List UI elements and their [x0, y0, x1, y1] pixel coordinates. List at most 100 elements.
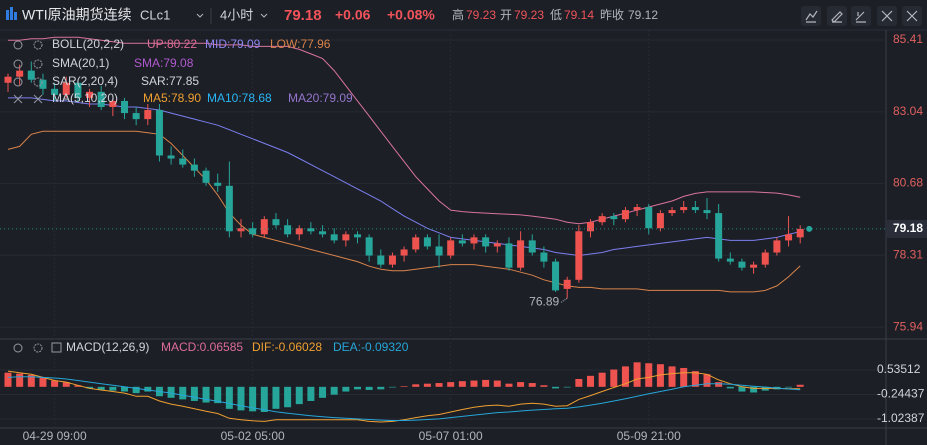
legend-value: MA10:78.68 — [207, 91, 272, 105]
macd-bar — [423, 383, 431, 387]
change-pct: +0.08% — [387, 7, 435, 23]
candle-body — [330, 234, 338, 241]
tool-icon — [881, 10, 893, 22]
legend-value: MACD:0.06585 — [161, 340, 243, 354]
macd-bar — [470, 380, 478, 387]
price-badge-label: 79.18 — [893, 221, 923, 235]
macd-bar — [179, 386, 187, 400]
candle-body — [761, 252, 769, 265]
macd-bar — [307, 386, 315, 401]
macd-bar — [738, 386, 746, 392]
indicator-line — [8, 36, 801, 225]
low-label: 低 — [550, 8, 562, 22]
settings-icon — [33, 59, 43, 69]
candle-body — [458, 240, 466, 244]
y-tick-label: 75.94 — [893, 319, 923, 333]
macd-bar — [656, 364, 664, 387]
candle-body — [109, 100, 117, 107]
macd-bar — [482, 379, 490, 387]
symbol-title[interactable]: WTI原油期货连续 — [22, 7, 132, 23]
logo-icon — [10, 7, 13, 20]
candle-body — [225, 185, 233, 232]
tool-icon — [855, 11, 866, 23]
macd-bar — [225, 386, 233, 409]
legend-name: SMA(20,1) — [52, 56, 109, 70]
candle-body — [540, 252, 548, 262]
y-tick-label: -0.24437 — [877, 387, 925, 401]
macd-bar — [284, 386, 292, 408]
high-label: 高 — [452, 7, 464, 22]
low-pointer — [560, 297, 568, 303]
macd-bar — [412, 384, 420, 387]
macd-bar — [319, 386, 327, 398]
macd-bar — [610, 369, 618, 387]
candle-body — [528, 240, 536, 253]
macd-bar — [354, 386, 361, 390]
interval[interactable]: 4小时 — [220, 7, 253, 22]
dropdown-icon[interactable] — [260, 13, 268, 18]
legend-name: MA(5,10,20) — [52, 91, 118, 105]
candle-body — [715, 213, 723, 259]
indicator-line — [7, 130, 801, 293]
low-annotation: 76.89 — [529, 294, 559, 308]
candle-body — [750, 264, 758, 268]
macd-bar — [680, 367, 688, 387]
legend-value: SMA:79.08 — [134, 56, 194, 70]
legend-value: MA5:78.90 — [143, 91, 201, 105]
change: +0.06 — [335, 7, 371, 23]
candle-body — [668, 210, 676, 214]
price-dot — [806, 225, 813, 232]
candle-body — [412, 237, 420, 250]
settings-icon — [33, 77, 43, 87]
macd-bar — [750, 386, 758, 393]
macd-bar — [633, 362, 641, 387]
candle-body — [482, 237, 490, 247]
legend-value: DEA:-0.09320 — [333, 340, 409, 354]
candle-body — [237, 228, 245, 232]
macd-bar — [342, 386, 350, 392]
y-tick-label: 0.53512 — [877, 362, 921, 376]
candle-body — [144, 110, 152, 120]
candle-body — [51, 88, 59, 95]
macd-bar — [435, 383, 443, 387]
close-icon — [906, 10, 918, 22]
tool-button[interactable] — [827, 6, 847, 26]
macd-bar — [74, 385, 82, 387]
tool-icon — [831, 11, 843, 23]
candle-body — [726, 258, 734, 262]
y-tick-label: 83.04 — [893, 104, 923, 118]
macd-bar — [51, 380, 59, 387]
eye-icon — [13, 343, 23, 353]
candle-body — [691, 207, 699, 211]
low-value: 79.14 — [564, 8, 594, 22]
candle-body — [656, 213, 664, 229]
candle-body — [249, 228, 257, 235]
candle-body — [435, 246, 443, 256]
tool-button[interactable] — [801, 6, 821, 26]
candle-body — [74, 82, 82, 98]
macd-bar — [190, 386, 198, 401]
macd-bar — [621, 366, 629, 387]
dropdown-icon[interactable] — [196, 13, 204, 18]
candle-body — [610, 216, 618, 220]
legend-value: SAR:77.85 — [141, 74, 199, 88]
candle-body — [202, 170, 210, 183]
candle-body — [86, 91, 94, 98]
legend-value: DIF:-0.06028 — [252, 340, 322, 354]
candle-body — [621, 210, 629, 220]
candle-body — [552, 261, 560, 291]
symbol-code[interactable]: CLc1 — [140, 7, 170, 22]
candle-body — [39, 79, 47, 89]
macd-bar — [691, 371, 699, 387]
candle-body — [97, 91, 105, 107]
macd-bar — [249, 386, 257, 412]
candle-body — [575, 231, 583, 280]
candle-body — [342, 234, 350, 241]
macd-bar — [645, 363, 653, 387]
candle-body — [703, 210, 711, 214]
candle-body — [388, 255, 396, 265]
tool-icon — [805, 10, 818, 23]
tool-button[interactable] — [851, 6, 871, 26]
logo-icon — [6, 10, 9, 20]
